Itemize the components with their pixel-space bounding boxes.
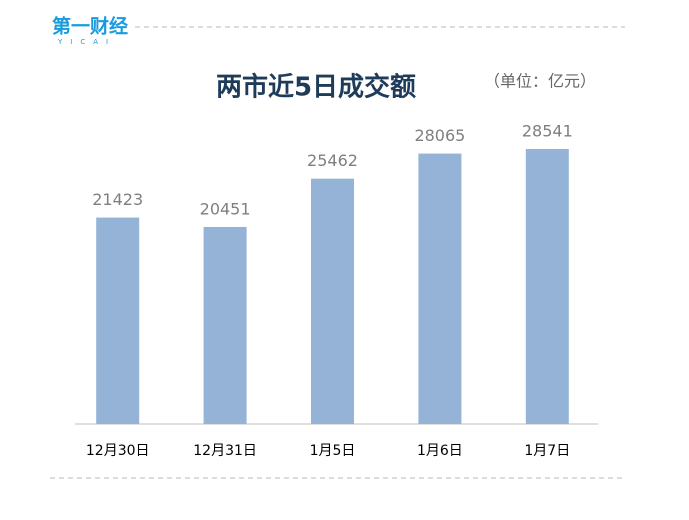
value-label: 28065 — [414, 126, 465, 145]
x-tick-label: 1月6日 — [417, 443, 463, 459]
unit: （单位：亿元） — [484, 72, 596, 91]
logo-sub: YICAI — [57, 38, 116, 46]
bar — [311, 178, 354, 424]
x-tick-label: 12月31日 — [193, 443, 257, 459]
logo: 第一财经 — [52, 15, 128, 38]
value-label: 20451 — [200, 199, 251, 218]
x-tick-label: 1月5日 — [310, 443, 356, 459]
value-label: 28541 — [522, 122, 573, 141]
x-tick-label: 1月7日 — [524, 443, 570, 459]
bar — [203, 226, 247, 424]
bar — [418, 153, 462, 425]
value-label: 21423 — [92, 190, 143, 209]
value-label: 25462 — [307, 151, 358, 170]
bar — [525, 149, 569, 424]
bar — [96, 217, 140, 424]
chart-title: 两市近5日成交额 — [216, 72, 416, 103]
x-tick-label: 12月30日 — [86, 443, 150, 459]
